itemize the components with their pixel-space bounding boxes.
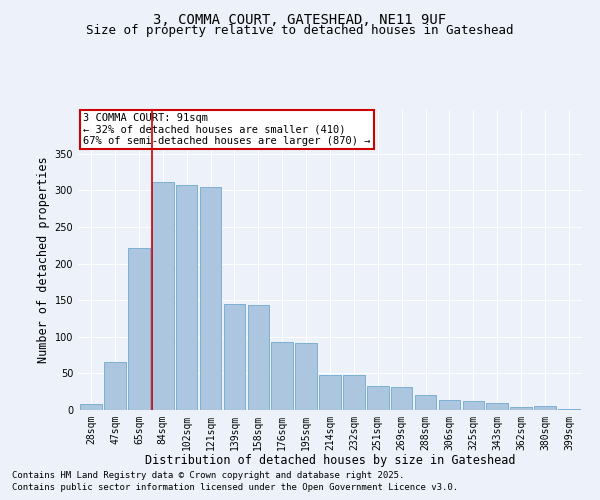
Bar <box>343 375 365 410</box>
Bar <box>558 408 580 410</box>
Bar <box>511 407 532 410</box>
Text: Contains HM Land Registry data © Crown copyright and database right 2025.: Contains HM Land Registry data © Crown c… <box>12 471 404 480</box>
Bar <box>415 396 436 410</box>
Text: 3, COMMA COURT, GATESHEAD, NE11 9UF: 3, COMMA COURT, GATESHEAD, NE11 9UF <box>154 12 446 26</box>
Bar <box>487 402 508 410</box>
Bar <box>271 342 293 410</box>
Y-axis label: Number of detached properties: Number of detached properties <box>37 156 50 364</box>
Text: 3 COMMA COURT: 91sqm
← 32% of detached houses are smaller (410)
67% of semi-deta: 3 COMMA COURT: 91sqm ← 32% of detached h… <box>83 113 371 146</box>
Bar <box>463 401 484 410</box>
Bar <box>248 306 269 410</box>
X-axis label: Distribution of detached houses by size in Gateshead: Distribution of detached houses by size … <box>145 454 515 468</box>
Bar <box>176 184 197 410</box>
Text: Contains public sector information licensed under the Open Government Licence v3: Contains public sector information licen… <box>12 484 458 492</box>
Bar <box>391 386 412 410</box>
Bar <box>200 187 221 410</box>
Bar <box>439 400 460 410</box>
Bar <box>80 404 102 410</box>
Bar <box>104 362 126 410</box>
Bar <box>367 386 389 410</box>
Text: Size of property relative to detached houses in Gateshead: Size of property relative to detached ho… <box>86 24 514 37</box>
Bar <box>224 304 245 410</box>
Bar <box>319 375 341 410</box>
Bar <box>295 342 317 410</box>
Bar <box>128 248 149 410</box>
Bar <box>534 406 556 410</box>
Bar <box>152 182 173 410</box>
